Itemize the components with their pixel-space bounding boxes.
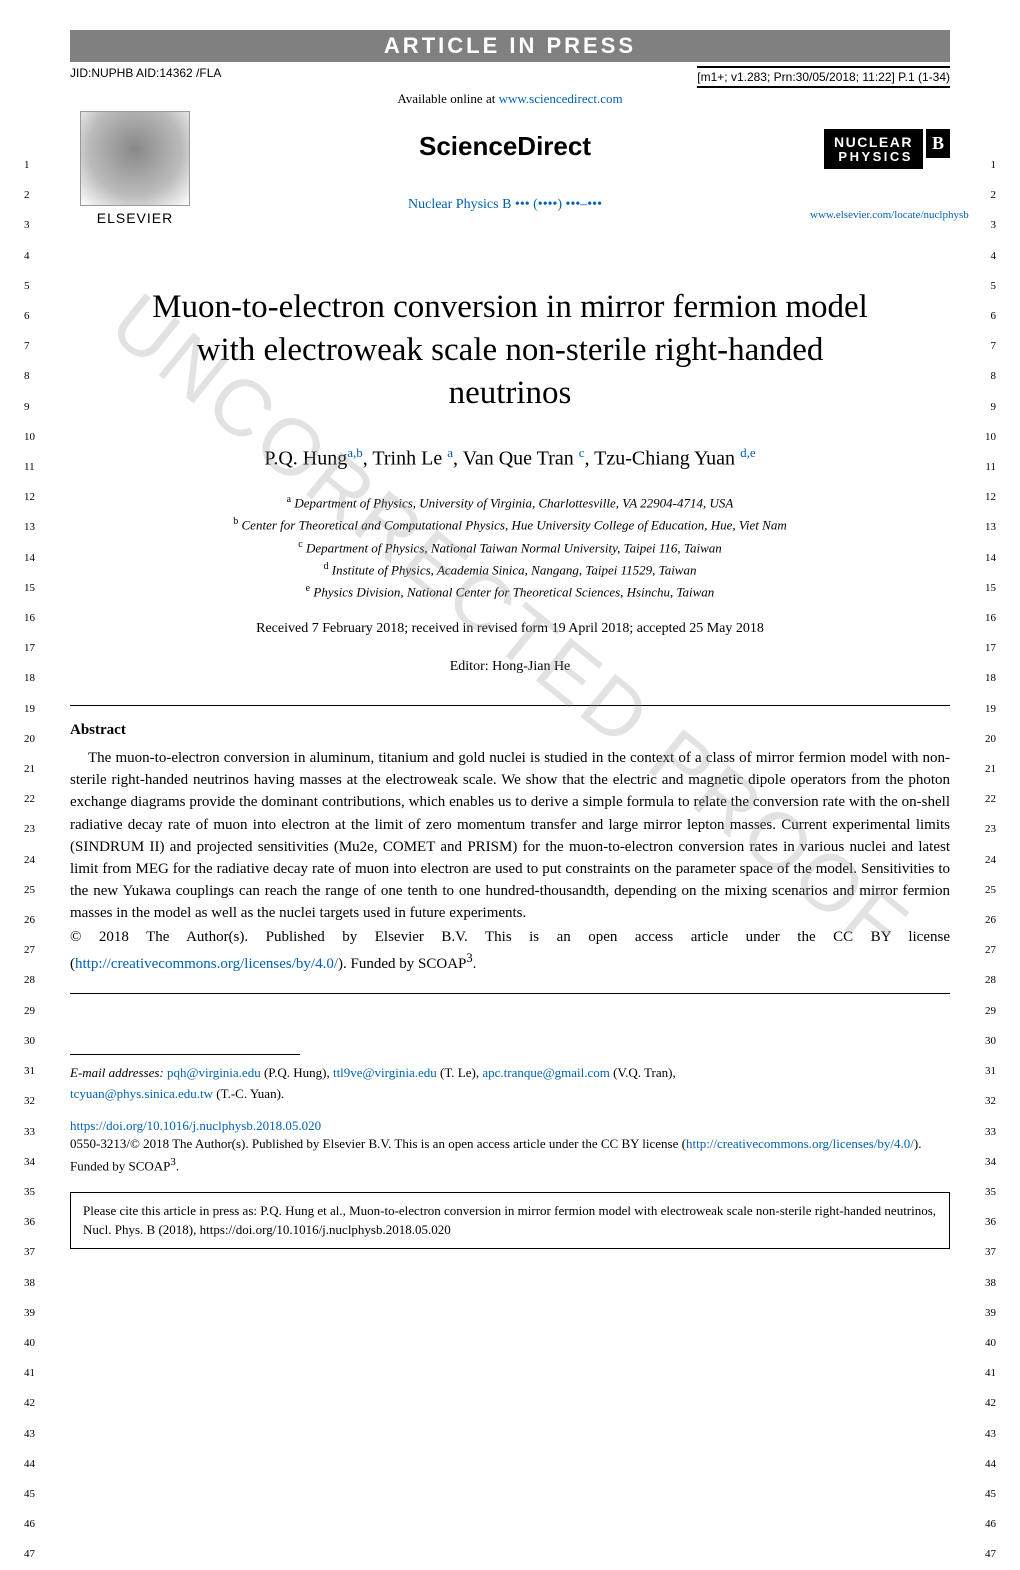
- available-online-row: Available online at www.sciencedirect.co…: [70, 91, 950, 107]
- masthead: ELSEVIER ScienceDirect Nuclear Physics B…: [70, 111, 950, 226]
- page-container: UNCORRECTED PROOF 1 2 3 4 5 6 7 8 9 10 1…: [0, 0, 1020, 1269]
- b-symbol: B: [926, 129, 950, 158]
- meta-label: [m1+; v1.283; Prn:30/05/2018; 11:22] P.1…: [697, 66, 950, 88]
- nuclear-text: NUCLEAR: [834, 134, 913, 150]
- author-4: , Tzu-Chiang Yuan: [585, 447, 736, 469]
- divider-top: [70, 705, 950, 706]
- header-meta-row: JID:NUPHB AID:14362 /FLA [m1+; v1.283; P…: [70, 66, 950, 88]
- title-line-1: Muon-to-electron conversion in mirror fe…: [152, 289, 868, 325]
- email-2[interactable]: ttl9ve@virginia.edu: [333, 1065, 437, 1080]
- bottom-copyright-text: 0550-3213/© 2018 The Author(s). Publishe…: [70, 1136, 686, 1151]
- article-title: Muon-to-electron conversion in mirror fe…: [70, 286, 950, 415]
- line-numbers-right: 1 2 3 4 5 6 7 8 9 10 11 12 13 14 15 16 1…: [985, 150, 996, 1570]
- author-4-aff[interactable]: d,e: [740, 445, 756, 460]
- elsevier-logo-block: ELSEVIER: [70, 111, 200, 226]
- affiliation-a: Department of Physics, University of Vir…: [294, 496, 733, 511]
- elsevier-label: ELSEVIER: [70, 210, 200, 226]
- affiliation-d: Institute of Physics, Academia Sinica, N…: [332, 562, 697, 577]
- journal-homepage-link: www.elsevier.com/locate/nuclphysb: [810, 209, 950, 221]
- divider-bottom: [70, 993, 950, 994]
- sciencedirect-link[interactable]: www.sciencedirect.com: [499, 91, 623, 106]
- author-2: , Trinh Le: [363, 447, 442, 469]
- email-1[interactable]: pqh@virginia.edu: [167, 1065, 261, 1080]
- affiliation-e: Physics Division, National Center for Th…: [313, 584, 714, 599]
- nuclear-physics-logo: NUCLEAR PHYSICS B: [810, 129, 950, 169]
- emails-block: E-mail addresses: pqh@virginia.edu (P.Q.…: [70, 1063, 950, 1105]
- center-masthead: ScienceDirect Nuclear Physics B ••• (•••…: [200, 111, 810, 213]
- line-numbers-left: 1 2 3 4 5 6 7 8 9 10 11 12 13 14 15 16 1…: [24, 150, 35, 1570]
- title-line-2: with electroweak scale non-sterile right…: [197, 332, 824, 368]
- abstract-copyright: © 2018 The Author(s). Published by Elsev…: [70, 926, 950, 974]
- available-text: Available online at: [397, 91, 498, 106]
- journal-homepage-anchor[interactable]: www.elsevier.com/locate/nuclphysb: [810, 209, 969, 221]
- email-4-name: (T.-C. Yuan).: [213, 1086, 284, 1101]
- affiliations: a Department of Physics, University of V…: [70, 492, 950, 603]
- affiliation-c: Department of Physics, National Taiwan N…: [306, 540, 722, 555]
- article-in-press-banner: ARTICLE IN PRESS: [70, 30, 950, 62]
- abstract-heading: Abstract: [70, 722, 950, 739]
- copyright-post: ). Funded by SCOAP: [338, 956, 466, 972]
- doi-block: https://doi.org/10.1016/j.nuclphysb.2018…: [70, 1118, 950, 1134]
- email-4[interactable]: tcyuan@phys.sinica.edu.tw: [70, 1086, 213, 1101]
- abstract-body: The muon-to-electron conversion in alumi…: [70, 747, 950, 925]
- physics-text: PHYSICS: [838, 149, 913, 164]
- bottom-copyright: 0550-3213/© 2018 The Author(s). Publishe…: [70, 1134, 950, 1175]
- cite-box: Please cite this article in press as: P.…: [70, 1192, 950, 1249]
- email-1-name: (P.Q. Hung),: [261, 1065, 333, 1080]
- authors-line: P.Q. Hunga,b, Trinh Le a, Van Que Tran c…: [70, 445, 950, 471]
- cc-license-link[interactable]: http://creativecommons.org/licenses/by/4…: [75, 956, 338, 972]
- email-2-name: (T. Le),: [437, 1065, 483, 1080]
- email-3-name: (V.Q. Tran),: [610, 1065, 676, 1080]
- jid-label: JID:NUPHB AID:14362 /FLA: [70, 66, 221, 88]
- editor-line: Editor: Hong-Jian He: [70, 659, 950, 675]
- sciencedirect-wordmark: ScienceDirect: [200, 131, 810, 162]
- author-3: , Van Que Tran: [453, 447, 574, 469]
- right-masthead: NUCLEAR PHYSICS B www.elsevier.com/locat…: [810, 111, 950, 221]
- bottom-cc-link[interactable]: http://creativecommons.org/licenses/by/4…: [686, 1136, 914, 1151]
- journal-citation-link[interactable]: Nuclear Physics B ••• (••••) •••–•••: [408, 197, 602, 212]
- received-dates: Received 7 February 2018; received in re…: [70, 621, 950, 637]
- title-line-3: neutrinos: [449, 375, 572, 411]
- author-1: P.Q. Hung: [264, 447, 347, 469]
- doi-link[interactable]: https://doi.org/10.1016/j.nuclphysb.2018…: [70, 1118, 321, 1133]
- emails-label: E-mail addresses:: [70, 1065, 164, 1080]
- journal-citation: Nuclear Physics B ••• (••••) •••–•••: [200, 197, 810, 213]
- footer-rule: [70, 1054, 300, 1055]
- elsevier-tree-icon: [80, 111, 190, 206]
- email-3[interactable]: apc.tranque@gmail.com: [482, 1065, 609, 1080]
- affiliation-b: Center for Theoretical and Computational…: [242, 518, 787, 533]
- author-1-aff[interactable]: a,b: [347, 445, 363, 460]
